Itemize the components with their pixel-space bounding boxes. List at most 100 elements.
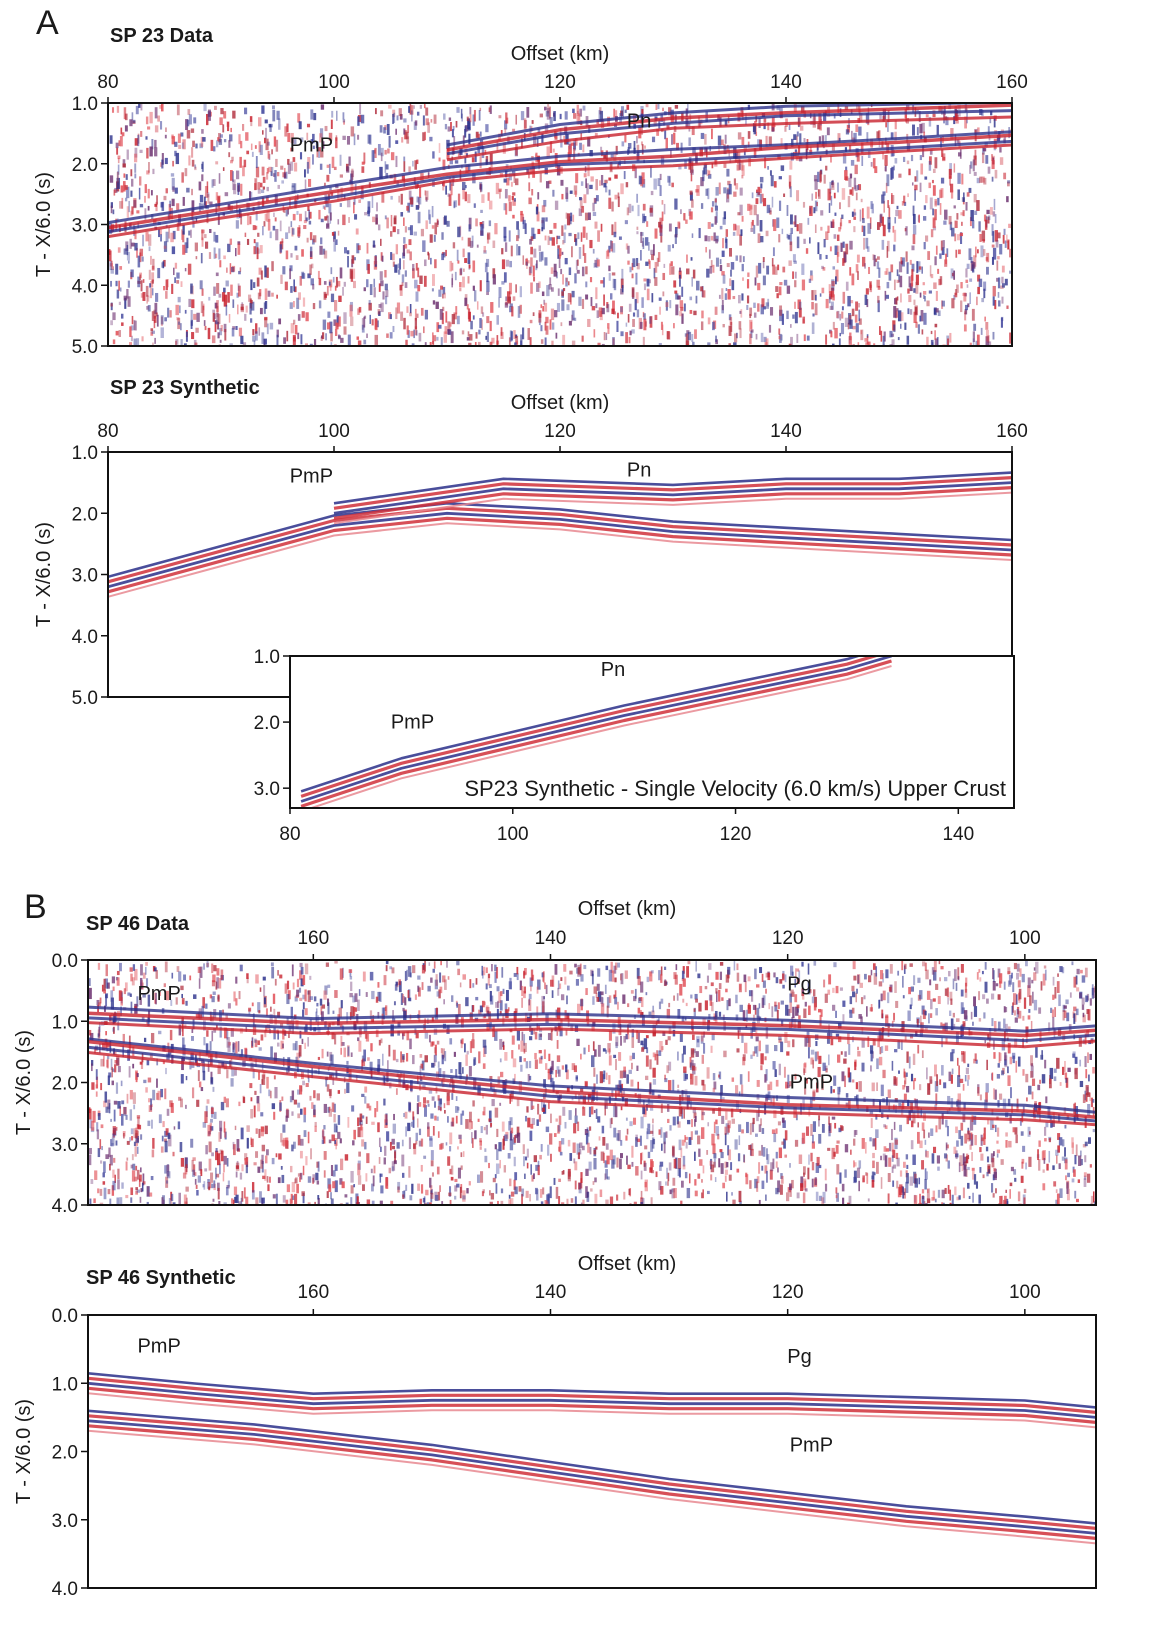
event-pmp-band	[88, 1424, 1096, 1540]
event-pg-band	[88, 1372, 1096, 1409]
wiggle-traces	[88, 960, 1096, 1205]
y-tick-label: 4.0	[52, 1196, 78, 1217]
panel-sp23_data: 1.0 2.0 3.0 4.0 5.0 80 100 120 140 160 Offset (km)…	[33, 25, 1028, 358]
event-pg-band	[88, 1016, 1096, 1043]
y-tick-label: 1.0	[72, 94, 98, 115]
panel-sp46_data: 0.0 1.0 2.0 3.0 4.0 160 140 120 100 Offset (km) T …	[13, 898, 1097, 1217]
x-tick-label: 160	[297, 1282, 329, 1303]
event-pn-band	[333, 486, 1012, 520]
event-pmp-band	[88, 1037, 1096, 1114]
y-tick-label: 3.0	[254, 779, 280, 800]
phase-label-pg: Pg	[787, 1346, 811, 1368]
phase-label-pmp: PmP	[137, 1336, 180, 1358]
event-pg-band	[88, 1021, 1096, 1049]
y-tick-label: 2.0	[52, 1074, 78, 1095]
y-axis-label: T - X/6.0 (s)	[13, 1399, 35, 1504]
phase-label-pn: Pn	[601, 659, 625, 681]
x-tick-label: 100	[1009, 1282, 1041, 1303]
panel-letter-a: A	[36, 4, 59, 42]
x-tick-label: 120	[772, 1282, 804, 1303]
event-pmp-band	[88, 1045, 1096, 1123]
x-tick-label: 80	[97, 421, 118, 442]
chart-title: SP 46 Synthetic	[86, 1267, 236, 1289]
y-tick-label: 2.0	[52, 1443, 78, 1464]
y-tick-label: 2.0	[254, 713, 280, 734]
event-pmp-band	[108, 139, 1012, 234]
event-pmp-band	[108, 522, 1012, 598]
y-tick-label: 0.0	[52, 1306, 78, 1327]
y-tick-label: 4.0	[52, 1579, 78, 1600]
event-pn-band	[446, 103, 1012, 147]
x-tick-label: 160	[996, 72, 1028, 93]
x-tick-label: 80	[97, 72, 118, 93]
event-pmp-band	[300, 656, 881, 798]
event-pmp-band	[88, 1409, 1096, 1525]
event-pg-band	[88, 1381, 1096, 1419]
event-pn-band	[446, 109, 1012, 156]
event-pmp-band	[108, 130, 1012, 225]
event-pg-band	[88, 1392, 1096, 1429]
event-pmp-band	[88, 1051, 1096, 1127]
event-pmp-band	[88, 1419, 1096, 1535]
panel-sp46_synthetic: 0.0 1.0 2.0 3.0 4.0 160 140 120 100 Offset (km) T …	[13, 1253, 1097, 1600]
phase-label-pmp: PmP	[137, 983, 180, 1005]
x-tick-label: 120	[544, 421, 576, 442]
event-pmp-band	[308, 665, 892, 808]
y-tick-label: 3.0	[72, 216, 98, 237]
x-tick-label: 100	[1009, 928, 1041, 949]
x-tick-label: 120	[544, 72, 576, 93]
event-pmp-band	[300, 659, 892, 808]
event-pmp-band	[108, 133, 1012, 230]
panel-sp23_synthetic: 1.0 2.0 3.0 4.0 5.0 80 100 120 140 160 Offset (km)…	[33, 377, 1028, 709]
event-pg-band	[88, 1386, 1096, 1424]
x-tick-label: 100	[318, 421, 350, 442]
chart-title: SP 46 Data	[86, 913, 190, 935]
y-tick-label: 4.0	[72, 276, 98, 297]
event-pmp-band	[108, 516, 1012, 594]
event-pg-band	[88, 1376, 1096, 1414]
panel-letter-b: B	[24, 888, 47, 926]
x-tick-label: 160	[996, 421, 1028, 442]
phase-label-pmp: PmP	[290, 466, 333, 488]
phase-label-pmp: PmP	[790, 1072, 833, 1094]
panel-background	[88, 1315, 1096, 1588]
phase-label-pmp: PmP	[391, 712, 434, 734]
event-pmp-band	[108, 143, 1012, 239]
x-tick-label: 140	[942, 824, 974, 845]
x-axis-label: Offset (km)	[578, 1253, 677, 1275]
event-pn-band	[333, 476, 1012, 510]
phase-label-pn: Pn	[627, 460, 651, 482]
y-tick-label: 3.0	[72, 566, 98, 587]
event-pmp-band	[88, 1429, 1096, 1545]
x-tick-label: 140	[535, 928, 567, 949]
event-pmp-band	[108, 502, 1012, 579]
y-tick-label: 5.0	[72, 337, 98, 358]
x-tick-label: 140	[770, 72, 802, 93]
y-axis-label: T - X/6.0 (s)	[13, 1030, 35, 1135]
panel-background	[290, 656, 1014, 808]
event-pg-band	[88, 1011, 1096, 1038]
event-pmp-band	[300, 656, 863, 793]
y-axis-label: T - X/6.0 (s)	[33, 522, 55, 627]
y-tick-label: 3.0	[52, 1135, 78, 1156]
phase-label-pmp: PmP	[790, 1435, 833, 1457]
x-axis-label: Offset (km)	[511, 392, 610, 414]
x-tick-label: 140	[770, 421, 802, 442]
wiggle-traces	[108, 103, 1012, 346]
y-tick-label: 1.0	[52, 1374, 78, 1395]
event-pmp-band	[88, 1414, 1096, 1530]
event-pn-band	[446, 115, 1012, 162]
x-axis-label: Offset (km)	[578, 898, 677, 920]
y-tick-label: 0.0	[52, 951, 78, 972]
phase-label-pmp: PmP	[290, 135, 333, 157]
x-tick-label: 120	[772, 928, 804, 949]
event-pn-band	[333, 491, 1012, 525]
x-tick-label: 120	[720, 824, 752, 845]
event-pn-band	[446, 103, 1012, 152]
wiggle-traces	[88, 1372, 1096, 1545]
y-tick-label: 1.0	[52, 1012, 78, 1033]
y-tick-label: 2.0	[72, 155, 98, 176]
x-tick-label: 100	[318, 72, 350, 93]
x-tick-label: 80	[279, 824, 300, 845]
